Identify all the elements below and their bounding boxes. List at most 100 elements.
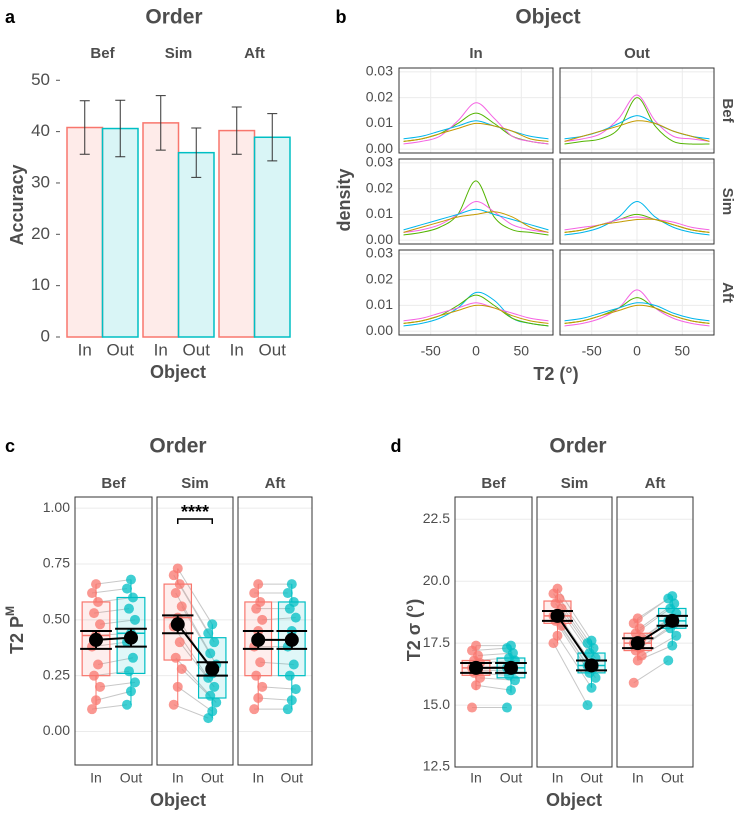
panel-bg xyxy=(455,497,532,767)
x-tick-label: In xyxy=(78,340,92,359)
point xyxy=(255,657,266,668)
point xyxy=(207,619,218,630)
point xyxy=(170,588,181,599)
x-tick-label: In xyxy=(90,770,102,786)
y-tick-label: 0.00 xyxy=(366,231,393,247)
density-curve xyxy=(403,122,549,142)
point xyxy=(671,630,682,641)
facet-label: Aft xyxy=(244,45,265,62)
point xyxy=(628,677,639,688)
x-tick-label: Out xyxy=(259,340,287,359)
panel-border xyxy=(616,496,694,768)
point xyxy=(548,638,559,649)
bar xyxy=(177,151,215,338)
mean-point xyxy=(205,661,220,676)
y-axis-title: T2 PM xyxy=(3,606,27,654)
point xyxy=(127,652,138,663)
column-label: Out xyxy=(624,45,650,62)
point xyxy=(282,704,293,715)
point xyxy=(471,640,482,651)
mean-point xyxy=(251,632,266,647)
point xyxy=(286,579,297,590)
y-tick-label: 0.01 xyxy=(366,296,393,312)
pair-line xyxy=(97,657,134,665)
x-tick-label: Out xyxy=(201,770,224,786)
bar xyxy=(66,126,104,338)
point xyxy=(288,596,299,607)
density-curve xyxy=(403,302,549,322)
point xyxy=(505,640,516,651)
significance-bracket xyxy=(176,518,214,524)
x-tick-label: -50 xyxy=(421,343,441,359)
mean-point xyxy=(630,636,645,651)
point xyxy=(284,670,295,681)
point xyxy=(168,699,179,710)
facet-label: Bef xyxy=(101,475,126,492)
y-tick-label: 0.03 xyxy=(366,63,393,79)
pair-line xyxy=(91,704,128,710)
x-tick-label: Out xyxy=(661,770,684,786)
y-axis-title-text: T2 σ (°) xyxy=(404,599,424,662)
point xyxy=(286,695,297,706)
y-axis-title: T2 σ (°) xyxy=(404,599,424,662)
point xyxy=(255,596,266,607)
point xyxy=(91,695,102,706)
pair-line xyxy=(177,568,213,625)
point xyxy=(249,588,260,599)
point xyxy=(586,635,597,646)
density-curve xyxy=(403,208,549,231)
bar xyxy=(253,136,291,338)
pair-line xyxy=(91,588,128,594)
point xyxy=(209,681,220,692)
point xyxy=(471,680,482,691)
point xyxy=(87,588,98,599)
point xyxy=(282,588,293,599)
x-tick-label: In xyxy=(632,770,644,786)
y-tick-label: 0.03 xyxy=(366,245,393,261)
density-curve xyxy=(564,200,710,236)
facet-label: Bef xyxy=(90,45,115,62)
panel-border xyxy=(156,496,234,766)
point xyxy=(209,637,220,648)
panel-title: Object xyxy=(515,6,580,29)
panel-label: b xyxy=(336,7,347,27)
point xyxy=(89,670,100,681)
density-curve xyxy=(403,304,549,324)
panel-border xyxy=(454,496,533,768)
bar xyxy=(142,122,180,338)
point xyxy=(290,612,301,623)
point xyxy=(205,648,216,659)
density-curve xyxy=(564,94,710,142)
panel-label: a xyxy=(5,7,16,27)
density-curve xyxy=(403,180,549,236)
point xyxy=(290,684,301,695)
point xyxy=(249,704,260,715)
point xyxy=(467,702,478,713)
bar xyxy=(218,129,256,338)
mean-point xyxy=(170,617,185,632)
point xyxy=(121,699,132,710)
point xyxy=(121,583,132,594)
pair-line xyxy=(177,686,213,712)
y-tick-label: 22.5 xyxy=(423,510,450,526)
row-label: Sim xyxy=(719,188,736,216)
point xyxy=(93,596,104,607)
point xyxy=(257,614,268,625)
point xyxy=(667,591,678,602)
point xyxy=(288,659,299,670)
y-tick-label: 0.00 xyxy=(366,322,393,338)
pair-line xyxy=(93,608,130,614)
point xyxy=(125,574,136,585)
mean-point xyxy=(584,658,599,673)
pair-line xyxy=(97,597,134,603)
y-axis-title-text: T2 P xyxy=(7,616,27,654)
panel-title: Order xyxy=(149,435,206,458)
point xyxy=(127,592,138,603)
pair-line xyxy=(173,704,209,719)
x-tick-label: Out xyxy=(107,340,135,359)
error-bar xyxy=(267,113,278,162)
curves xyxy=(564,289,710,327)
point xyxy=(123,603,134,614)
density-curve xyxy=(564,302,710,322)
density-curve xyxy=(403,102,549,145)
